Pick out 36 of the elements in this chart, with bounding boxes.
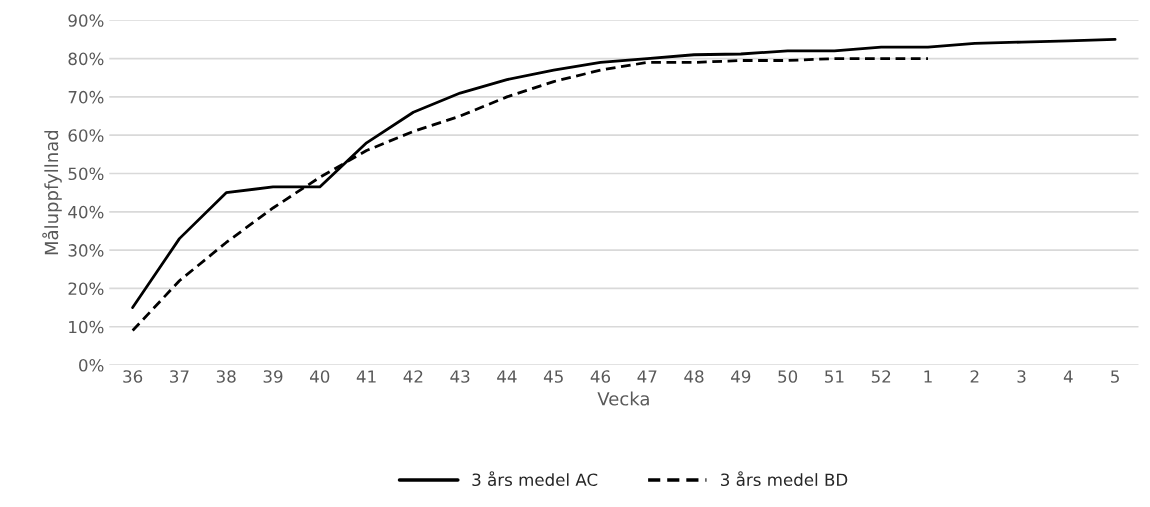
- x-tick-label: 48: [684, 370, 704, 383]
- legend-label: 3 års medel BD: [721, 471, 848, 487]
- x-tick-label: 38: [216, 370, 236, 383]
- x-tick-label: 5: [1111, 370, 1119, 383]
- x-tick-label: 47: [637, 370, 657, 383]
- y-tick-label: 80%: [68, 52, 104, 66]
- x-tick-label: 41: [356, 370, 376, 383]
- x-tick-label: 45: [543, 370, 563, 383]
- y-tick-label: 40%: [68, 205, 104, 219]
- legend-label: 3 års medel AC: [472, 471, 598, 487]
- y-tick-label: 20%: [68, 282, 104, 295]
- x-axis-title: Vecka: [597, 391, 649, 406]
- x-tick-label: 43: [450, 370, 470, 383]
- x-tick-label: 52: [871, 370, 891, 383]
- y-tick-label: 0%: [79, 359, 104, 372]
- y-tick-label: 70%: [68, 90, 104, 104]
- x-tick-label: 1: [924, 370, 932, 383]
- x-tick-label: 44: [497, 370, 517, 383]
- x-tick-label: 36: [123, 370, 143, 383]
- y-tick-label: 50%: [68, 167, 104, 181]
- x-tick-label: 37: [170, 370, 189, 383]
- x-tick-label: 2: [970, 370, 979, 383]
- x-tick-label: 40: [309, 370, 330, 383]
- x-tick-label: 46: [590, 370, 611, 383]
- x-tick-label: 51: [825, 370, 844, 383]
- y-tick-label: 10%: [69, 320, 104, 334]
- x-tick-label: 4: [1063, 370, 1073, 383]
- y-tick-label: 60%: [68, 129, 104, 142]
- x-tick-label: 3: [1017, 370, 1026, 383]
- y-axis-title: Måluppfyllnad: [42, 130, 62, 255]
- x-tick-label: 49: [731, 370, 751, 383]
- y-tick-label: 30%: [68, 244, 104, 257]
- y-tick-label: 90%: [68, 14, 104, 27]
- x-tick-label: 50: [778, 370, 798, 383]
- x-tick-label: 42: [403, 370, 423, 383]
- x-tick-label: 39: [263, 370, 283, 383]
